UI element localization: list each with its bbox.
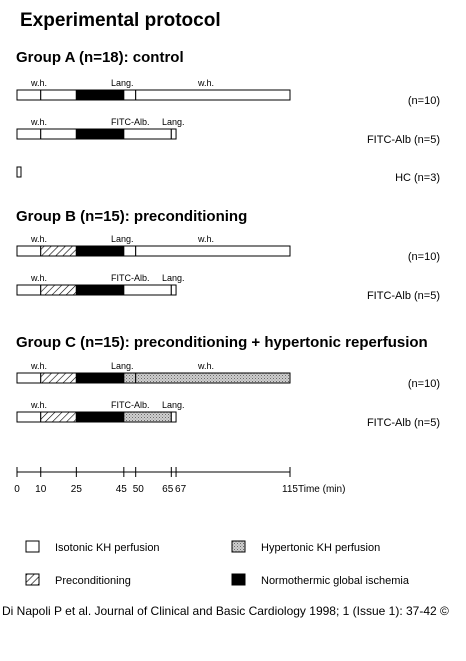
segment-label: w.h. <box>30 273 47 283</box>
hc-marker <box>16 166 22 178</box>
segment-label: w.h. <box>197 361 214 371</box>
protocol-row: w.h. Lang. w.h. (n=10) <box>16 361 440 390</box>
group-heading: Group B (n=15): preconditioning <box>16 208 247 225</box>
segment-label: FITC-Alb. <box>111 117 150 127</box>
group-1: Group B (n=15): preconditioning w.h. Lang.… <box>16 208 440 302</box>
segment-iso <box>16 89 42 101</box>
group-count-label: FITC-Alb (n=5) <box>367 290 440 302</box>
segment-label: FITC-Alb. <box>111 400 150 410</box>
citation: Di Napoli P et al. Journal of Clinical a… <box>2 604 449 618</box>
segment-isch <box>75 128 125 140</box>
segment-label: w.h. <box>30 400 47 410</box>
legend-swatch <box>231 573 246 586</box>
protocol-row: w.h. FITC-Alb. Lang. FITC-Alb (n=5) <box>16 117 440 146</box>
legend-swatch <box>25 540 40 553</box>
group-heading: Group A (n=18): control <box>16 49 184 66</box>
segment-pre <box>40 411 77 423</box>
segment-label: Lang. <box>162 117 185 127</box>
segment-iso <box>16 128 42 140</box>
group-count-label: FITC-Alb (n=5) <box>367 417 440 429</box>
tick-label: 67 <box>175 484 187 495</box>
group-count-label: (n=10) <box>408 95 440 107</box>
legend-item-isch: Normothermic global ischemia <box>231 573 410 587</box>
tick-label: 65 <box>162 484 174 495</box>
segment-iso <box>135 245 291 257</box>
segment-iso <box>16 284 42 296</box>
segment-label: FITC-Alb. <box>111 273 150 283</box>
segment-label: w.h. <box>30 234 47 244</box>
segment-isch <box>75 411 125 423</box>
segment-pre <box>40 284 77 296</box>
tick-label: 25 <box>71 484 83 495</box>
segment-label: Lang. <box>162 273 185 283</box>
segment-iso <box>16 411 42 423</box>
segment-label: Lang. <box>111 234 134 244</box>
segment-label: w.h. <box>30 361 47 371</box>
segment-iso <box>123 245 137 257</box>
tick-label: 10 <box>35 484 47 495</box>
segment-label: w.h. <box>197 234 214 244</box>
segment-pre <box>40 245 77 257</box>
segment-iso <box>123 128 172 140</box>
segment-iso <box>123 89 137 101</box>
axis-unit-label: Time (min) <box>298 484 345 495</box>
segment-iso <box>123 284 172 296</box>
group-count-label: HC (n=3) <box>395 172 440 184</box>
group-count-label: (n=10) <box>408 378 440 390</box>
legend-item-hyper: Hypertonic KH perfusion <box>231 540 380 554</box>
legend-swatch <box>231 540 246 553</box>
segment-hyper <box>135 372 291 384</box>
segment-label: w.h. <box>197 78 214 88</box>
group-count-label: FITC-Alb (n=5) <box>367 134 440 146</box>
protocol-row: HC (n=3) <box>16 166 440 184</box>
protocol-row: w.h. FITC-Alb. Lang. FITC-Alb (n=5) <box>16 273 440 302</box>
legend-label: Normothermic global ischemia <box>261 575 410 587</box>
groups: Group A (n=18): control w.h. Lang. w.h. (n=1… <box>16 49 440 429</box>
group-0: Group A (n=18): control w.h. Lang. w.h. (n=1… <box>16 49 440 184</box>
legend-item-iso: Isotonic KH perfusion <box>25 540 160 554</box>
segment-hyper <box>123 372 137 384</box>
protocol-row: w.h. FITC-Alb. Lang. FITC-Alb (n=5) <box>16 400 440 429</box>
legend: Isotonic KH perfusion Hypertonic KH perfu… <box>25 540 410 587</box>
segment-pre <box>40 372 77 384</box>
tick-label: 115 <box>282 484 298 495</box>
group-count-label: (n=10) <box>408 251 440 263</box>
tick-label: 0 <box>14 484 20 495</box>
segment-iso <box>170 411 177 423</box>
segment-label: Lang. <box>111 361 134 371</box>
segment-label: Lang. <box>111 78 134 88</box>
segment-iso <box>16 245 42 257</box>
segment-isch <box>75 372 125 384</box>
protocol-row: w.h. Lang. w.h. (n=10) <box>16 78 440 107</box>
time-axis: 0 10 25 45 50 65 67 115 Time (min) <box>14 467 345 495</box>
segment-iso <box>16 372 42 384</box>
segment-isch <box>75 284 125 296</box>
group-2: Group C (n=15): preconditioning + hypert… <box>16 334 440 429</box>
segment-label: w.h. <box>30 78 47 88</box>
tick-label: 45 <box>116 484 128 495</box>
page-title: Experimental protocol <box>20 10 221 31</box>
segment-label: w.h. <box>30 117 47 127</box>
segment-iso <box>40 89 77 101</box>
legend-label: Isotonic KH perfusion <box>55 542 160 554</box>
legend-item-pre: Preconditioning <box>25 573 131 587</box>
legend-label: Preconditioning <box>55 575 131 587</box>
segment-iso <box>135 89 291 101</box>
legend-swatch <box>25 573 40 586</box>
segment-iso <box>40 128 77 140</box>
group-heading: Group C (n=15): preconditioning + hypert… <box>16 334 428 351</box>
segment-iso <box>170 284 177 296</box>
segment-label: Lang. <box>162 400 185 410</box>
segment-isch <box>75 89 125 101</box>
legend-label: Hypertonic KH perfusion <box>261 542 380 554</box>
segment-iso <box>170 128 177 140</box>
protocol-row: w.h. Lang. w.h. (n=10) <box>16 234 440 263</box>
segment-isch <box>75 245 125 257</box>
segment-hyper <box>123 411 172 423</box>
tick-label: 50 <box>133 484 145 495</box>
